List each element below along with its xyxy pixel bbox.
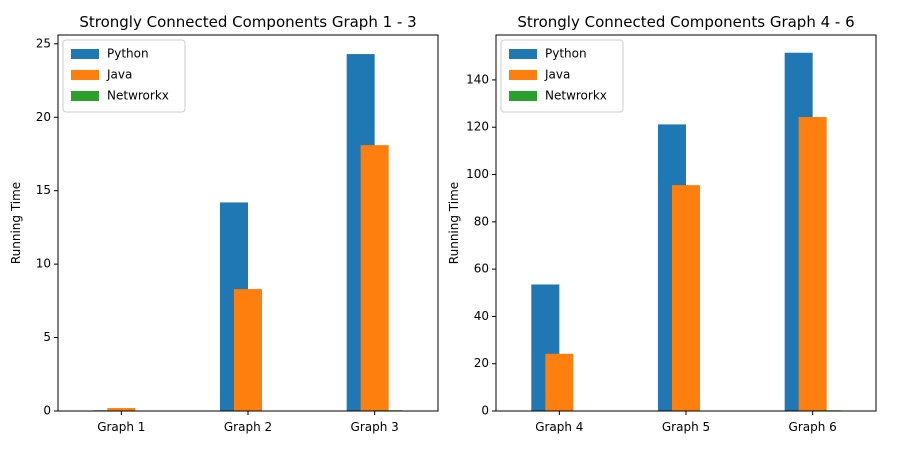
bar-java-graph-4	[545, 353, 574, 411]
x-tick-label: Graph 2	[224, 420, 272, 434]
legend-swatch-java	[71, 70, 99, 80]
legend-label-java: Java	[544, 68, 570, 82]
y-axis-label: Running Time	[9, 182, 23, 264]
legend-label-python: Python	[545, 47, 587, 61]
bar-java-graph-5	[672, 185, 700, 411]
chart-panel-1: 0 5 10 15 20 25 Graph 1 Graph 2 Graph 3 Strongly …	[9, 13, 439, 434]
y-tick-label: 20	[474, 356, 489, 370]
y-tick-label: 120	[466, 120, 489, 134]
x-tick-label: Graph 5	[662, 420, 710, 434]
y-tick-label: 140	[466, 72, 489, 86]
chart-title: Strongly Connected Components Graph 1 - …	[79, 13, 416, 31]
y-tick-label: 60	[474, 262, 489, 276]
legend-label-netwrorkx: Netwrorkx	[545, 89, 607, 103]
legend-label-python: Python	[107, 47, 149, 61]
y-axis-label: Running Time	[447, 182, 461, 264]
y-tick-label: 80	[474, 214, 489, 228]
y-tick-label: 0	[43, 404, 51, 418]
y-tick-label: 40	[474, 309, 489, 323]
y-tick-label: 15	[36, 183, 51, 197]
y-tick-label: 20	[36, 110, 51, 124]
chart-panel-2: 0 20 40 60 80 100 120 140 Graph 4 Graph 5 Graph 6 S…	[447, 13, 877, 434]
legend-swatch-python	[509, 49, 537, 59]
bar-java-graph-6	[798, 117, 827, 411]
legend-label-java: Java	[106, 68, 132, 82]
y-tick-label: 0	[481, 404, 489, 418]
legend: Python Java Netwrorkx	[62, 39, 186, 113]
legend-swatch-netwrorkx	[71, 91, 99, 101]
x-tick-label: Graph 3	[351, 420, 399, 434]
legend-label-netwrorkx: Netwrorkx	[107, 89, 169, 103]
legend-swatch-java	[509, 70, 537, 80]
bar-java-graph-2	[234, 289, 262, 411]
bar-java-graph-3	[360, 145, 389, 411]
y-tick-label: 5	[43, 330, 51, 344]
y-tick-label: 10	[36, 257, 51, 271]
legend-swatch-python	[71, 49, 99, 59]
bar-java-graph-1	[107, 408, 136, 411]
x-tick-label: Graph 6	[789, 420, 837, 434]
chart-title: Strongly Connected Components Graph 4 - …	[517, 13, 854, 31]
x-tick-label: Graph 1	[97, 420, 145, 434]
x-tick-label: Graph 4	[535, 420, 583, 434]
legend-swatch-netwrorkx	[509, 91, 537, 101]
y-tick-label: 100	[466, 167, 489, 181]
legend: Python Java Netwrorkx	[500, 39, 624, 113]
y-tick-label: 25	[36, 36, 51, 50]
